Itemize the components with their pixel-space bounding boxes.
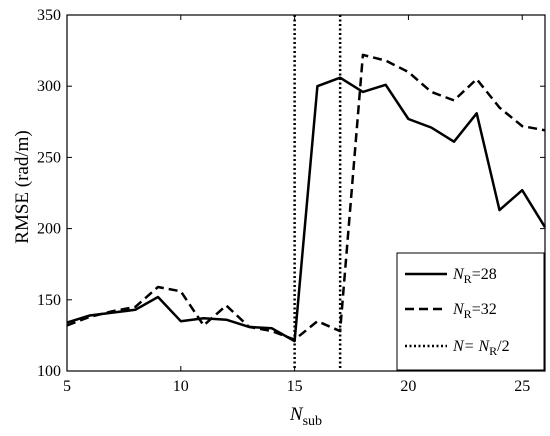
legend: NR=28 NR=32 N= NR/2 xyxy=(396,252,545,371)
y-tick-label: 200 xyxy=(37,221,61,238)
x-tick-label: 5 xyxy=(63,378,71,395)
x-tick-label: 20 xyxy=(400,378,416,395)
legend-label-nr28: NR=28 xyxy=(452,266,497,286)
series-line-nr32 xyxy=(66,53,546,341)
y-tick-label: 150 xyxy=(37,292,61,309)
x-axis-label: Nsub xyxy=(289,404,322,429)
y-tick-label: 250 xyxy=(37,149,61,166)
x-tick-label: 10 xyxy=(173,378,189,395)
legend-label-nr32: NR=32 xyxy=(452,301,497,321)
legend-box xyxy=(396,252,545,371)
x-axis-label-sub: sub xyxy=(303,414,322,429)
y-tick-label: 100 xyxy=(37,363,61,380)
plot-frame xyxy=(66,14,546,372)
series-line-nr28 xyxy=(66,76,547,343)
x-tick-label: 25 xyxy=(514,378,530,395)
y-tick-label: 350 xyxy=(37,7,61,24)
y-axis-label: RMSE (rad/m) xyxy=(12,130,33,243)
plot-marks xyxy=(66,15,547,371)
axis-ticks: 5 10 15 20 25 100 150 200 250 300 350 xyxy=(37,7,545,395)
x-axis-label-main: N xyxy=(289,404,304,425)
y-tick-label: 300 xyxy=(37,78,61,95)
x-tick-label: 15 xyxy=(287,378,303,395)
legend-label-half-nr: N= NR/2 xyxy=(452,338,510,358)
